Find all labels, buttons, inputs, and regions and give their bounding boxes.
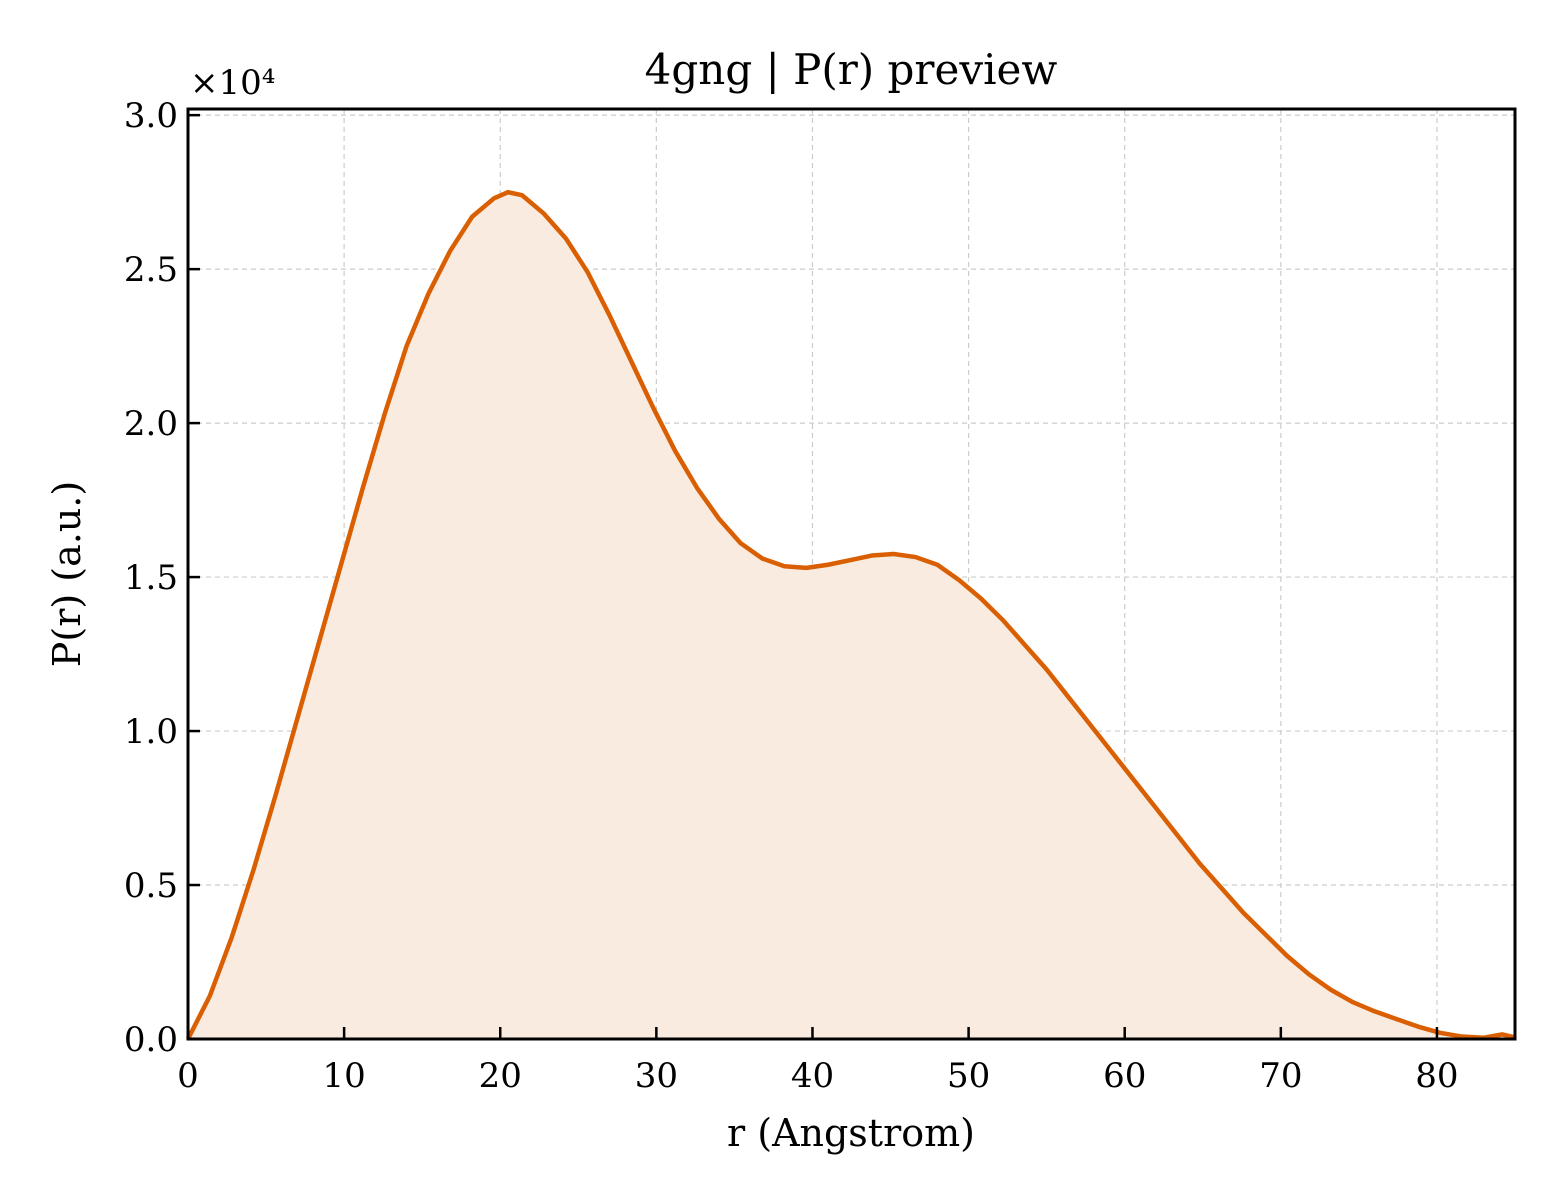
area-fill — [188, 192, 1515, 1039]
x-tick-label: 20 — [479, 1056, 522, 1096]
x-tick-label: 60 — [1103, 1056, 1146, 1096]
x-tick-label: 70 — [1259, 1056, 1302, 1096]
y-tick-label: 1.5 — [124, 558, 178, 598]
y-tick-label: 2.5 — [124, 250, 178, 290]
y-multiplier-label: ×10⁴ — [190, 63, 275, 103]
x-tick-label: 80 — [1415, 1056, 1458, 1096]
x-tick-label: 10 — [322, 1056, 365, 1096]
y-tick-label: 3.0 — [124, 96, 178, 136]
plot-frame — [186, 107, 1517, 1041]
chart-title: 4gng | P(r) preview — [645, 45, 1058, 94]
y-tick-label: 0.5 — [124, 866, 178, 906]
x-axis: 0 10 20 30 40 50 60 70 80 — [177, 1027, 1459, 1096]
y-tick-label: 2.0 — [124, 404, 178, 444]
y-tick-label: 0.0 — [124, 1020, 178, 1060]
y-tick-label: 1.0 — [124, 712, 178, 752]
x-tick-label: 40 — [791, 1056, 834, 1096]
x-tick-label: 50 — [947, 1056, 990, 1096]
y-axis-title: P(r) (a.u.) — [45, 481, 89, 667]
x-tick-label: 30 — [635, 1056, 678, 1096]
x-tick-label: 0 — [177, 1056, 199, 1096]
y-axis: 0.0 0.5 1.0 1.5 2.0 2.5 3.0 — [124, 96, 200, 1060]
series-line — [185, 189, 1516, 1041]
x-axis-title: r (Angstrom) — [727, 1111, 975, 1155]
